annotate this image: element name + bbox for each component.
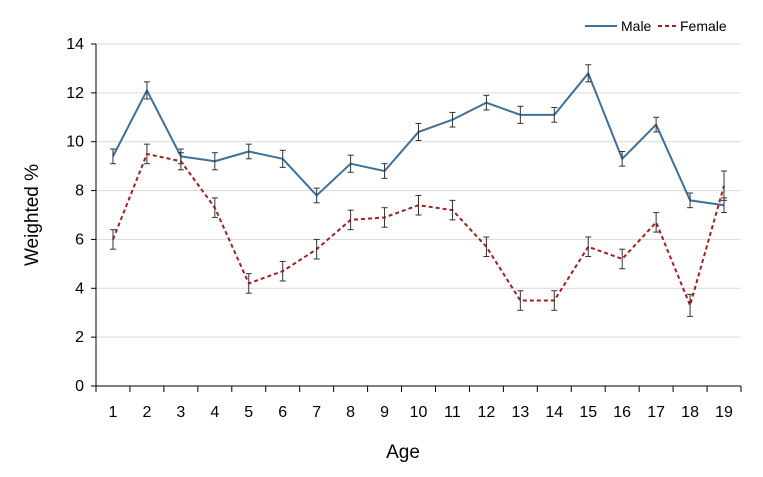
x-tick-label-14: 14 [545, 404, 563, 421]
series-line-female [112, 152, 725, 307]
y-tick-label-14: 14 [66, 36, 84, 53]
legend: Male Female [585, 18, 727, 34]
x-tick-label-19: 19 [715, 404, 733, 421]
x-tick-label-11: 11 [444, 404, 461, 421]
grid-lines [91, 43, 741, 387]
series-male [109, 64, 728, 214]
y-axis-title: Weighted % [22, 164, 43, 266]
y-tick-label-8: 8 [75, 183, 84, 200]
x-tick-label-9: 9 [380, 404, 389, 421]
axes [95, 44, 742, 392]
x-tick-label-6: 6 [278, 404, 287, 421]
y-tick-labels: 0 2 4 6 8 10 12 14 [66, 36, 84, 395]
x-tick-label-3: 3 [176, 404, 185, 421]
x-axis-title: Age [386, 442, 420, 463]
x-tick-labels: 1 2 3 4 5 6 7 8 9 10 11 12 13 14 15 16 17 18 19 [109, 404, 734, 421]
x-tick-label-4: 4 [210, 404, 219, 421]
x-tick-label-8: 8 [346, 404, 355, 421]
y-tick-label-6: 6 [75, 231, 84, 248]
y-tick-label-0: 0 [75, 378, 84, 395]
x-tick-label-10: 10 [410, 404, 428, 421]
series-group [109, 64, 728, 317]
x-tick-label-16: 16 [613, 404, 631, 421]
legend-label-male: Male [621, 18, 652, 34]
y-tick-label-12: 12 [66, 85, 84, 102]
x-tick-label-12: 12 [477, 404, 495, 421]
x-tick-label-18: 18 [681, 404, 699, 421]
x-tick-label-17: 17 [647, 404, 665, 421]
y-tick-label-10: 10 [66, 134, 84, 151]
legend-label-female: Female [680, 18, 727, 34]
y-tick-label-4: 4 [75, 280, 84, 297]
x-tick-label-15: 15 [579, 404, 597, 421]
x-tick-label-5: 5 [244, 404, 253, 421]
x-tick-label-13: 13 [511, 404, 529, 421]
series-female [109, 143, 728, 317]
y-tick-label-2: 2 [75, 329, 84, 346]
x-tick-label-2: 2 [142, 404, 151, 421]
x-tick-label-7: 7 [312, 404, 321, 421]
x-tick-label-1: 1 [109, 404, 118, 421]
